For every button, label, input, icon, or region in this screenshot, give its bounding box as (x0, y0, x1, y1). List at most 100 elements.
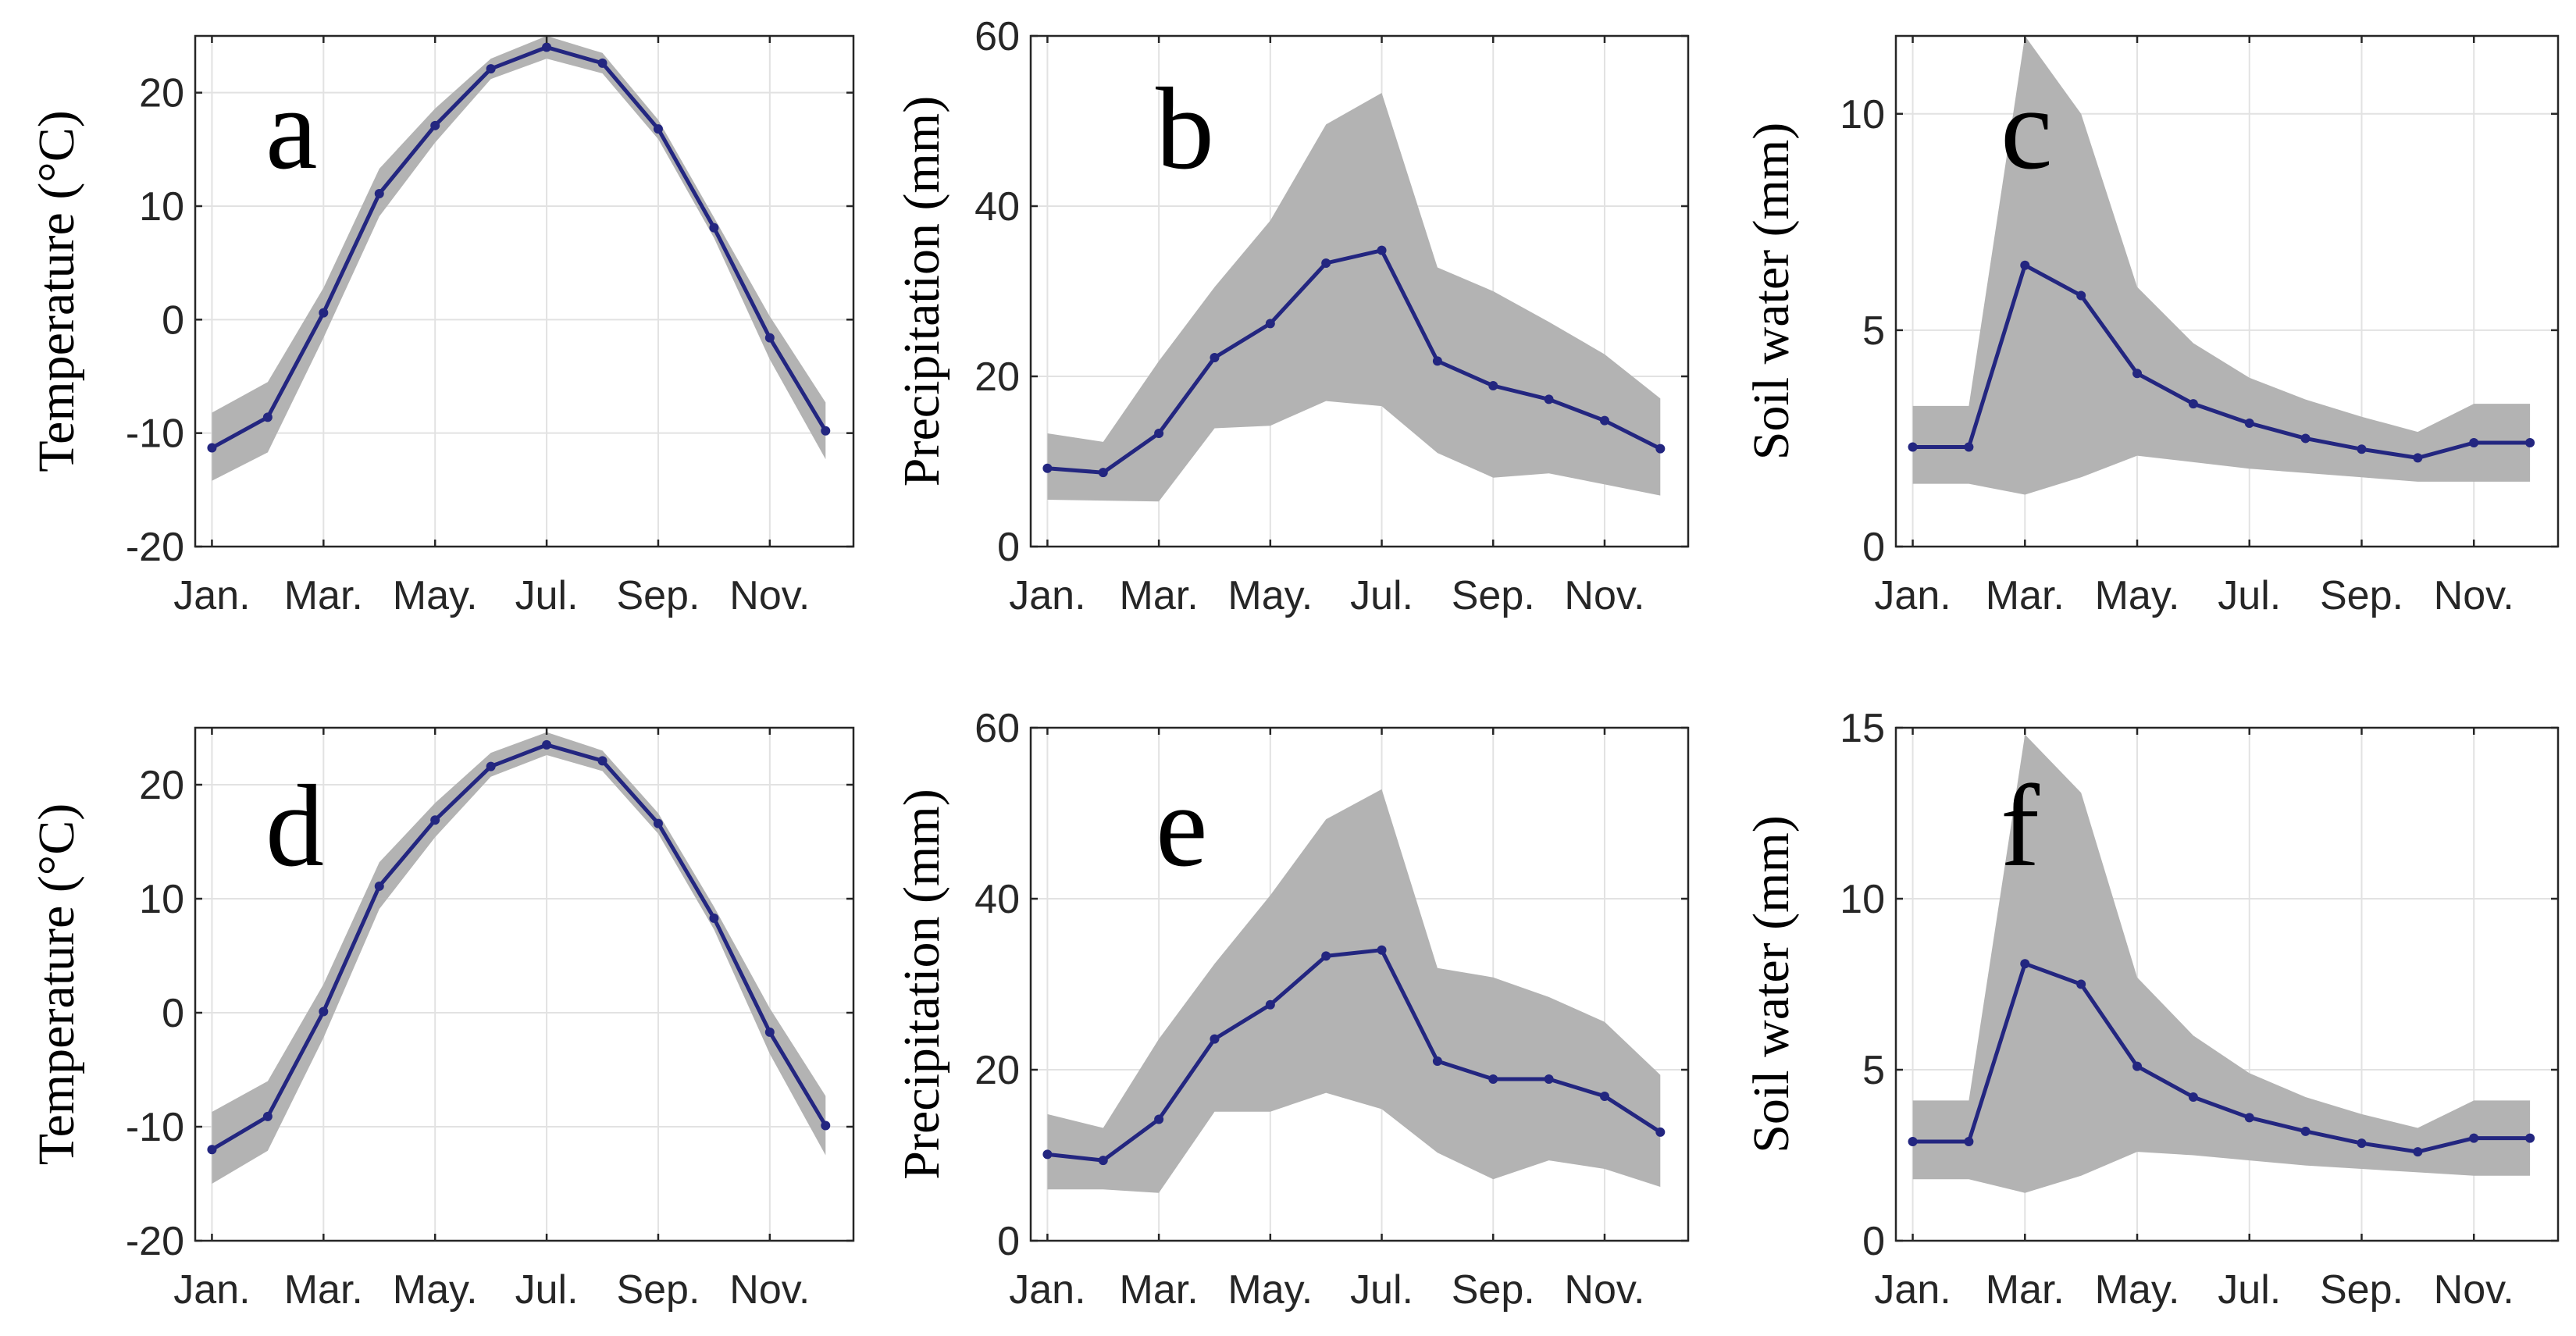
panel-c-mean-point (2076, 291, 2086, 301)
panel-d-mean-point (430, 815, 440, 825)
panel-f-mean-point (2469, 1134, 2478, 1143)
panel-b-mean-point (1321, 258, 1331, 268)
panel-a-y-tick-label: -20 (126, 525, 184, 570)
panel-e-x-tick-label: Mar. (1120, 1267, 1199, 1313)
figure: Jan. Mar. May. Jul. Sep. Nov. -20 -10 0 … (0, 0, 2576, 1336)
panel-a-mean-point (263, 412, 273, 422)
panel-b-y-axis-label: Precipitation (mm) (893, 96, 950, 486)
panel-a-x-tick-label: Sep. (616, 573, 700, 618)
panel-b-mean-point (1600, 416, 1609, 426)
panel-d-y-tick-label: 10 (139, 877, 184, 922)
panel-c-y-tick-label: 0 (1862, 525, 1885, 570)
panel-a-x-tick-label: Jan. (173, 573, 250, 618)
panel-a-mean-point (486, 64, 496, 73)
panel-d-mean-point (319, 1007, 328, 1017)
panel-f-x-tick-labels: Jan. Mar. May. Jul. Sep. Nov. (1874, 1267, 2514, 1313)
panel-c-mean-point (2357, 444, 2366, 454)
panel-a-y-tick-labels: -20 -10 0 10 20 (126, 71, 184, 570)
panel-c-x-tick-label: Sep. (2320, 573, 2403, 618)
panel-a-mean-point (821, 426, 830, 436)
panel-e-x-tick-label: Nov. (1564, 1267, 1644, 1313)
panel-d-y-tick-label: 0 (162, 991, 184, 1036)
panel-d-mean-point (207, 1145, 216, 1154)
panel-f-mean-point (2076, 980, 2086, 989)
panel-d-mean-point (654, 819, 663, 828)
panel-c-x-tick-label: Jul. (2218, 573, 2281, 618)
panel-d-x-tick-label: Nov. (729, 1267, 810, 1313)
panel-c-y-tick-label: 10 (1840, 92, 1885, 137)
panel-c-mean-point (1908, 443, 1918, 452)
panel-c-y-tick-labels: 0 5 10 (1840, 92, 1885, 570)
panel-e-letter: e (1156, 761, 1208, 891)
panel-b-mean-point (1488, 381, 1498, 390)
panel-e-x-tick-label: Jul. (1350, 1267, 1413, 1313)
panel-e-y-tick-label: 60 (974, 706, 1020, 751)
panel-d-x-tick-label: Jan. (173, 1267, 250, 1313)
panel-c-x-tick-labels: Jan. Mar. May. Jul. Sep. Nov. (1874, 573, 2514, 618)
panel-d-x-tick-label: Sep. (616, 1267, 700, 1313)
panel-e-mean-point (1545, 1074, 1554, 1084)
panel-d-mean-point (542, 740, 551, 750)
panel-a-y-tick-label: -10 (126, 411, 184, 457)
panel-a-y-axis-label: Temperature (°C) (28, 110, 85, 472)
panel-c-y-tick-label: 5 (1862, 308, 1885, 354)
panel-d-mean-point (263, 1112, 273, 1121)
panel-c-mean-point (2525, 438, 2535, 447)
panel-b-mean-point (1266, 319, 1275, 328)
panel-b-x-tick-label: Mar. (1120, 573, 1199, 618)
panel-d-mean-point (598, 756, 607, 765)
panel-a-mean-point (709, 223, 718, 233)
panel-e-y-tick-label: 0 (997, 1219, 1020, 1264)
panel-f-mean-point (2132, 1062, 2142, 1071)
panel-d-mean-point (765, 1028, 775, 1037)
panel-c-mean-point (2413, 453, 2422, 462)
panel-c-mean-point (2469, 438, 2478, 447)
panel-a-letter: a (265, 64, 318, 194)
panel-d-y-tick-label: 20 (139, 763, 184, 808)
panel-b-mean-point (1210, 353, 1219, 362)
panel-a-mean-point (375, 189, 384, 198)
panel-e-mean-point (1321, 951, 1331, 960)
panel-f-y-axis-label: Soil water (mm) (1743, 815, 1800, 1153)
panel-b-letter: b (1156, 64, 1214, 194)
panel-f-mean-point (2020, 959, 2029, 968)
panel-c: Jan. Mar. May. Jul. Sep. Nov. 0 5 10 Soi… (1743, 36, 2558, 618)
panel-b-x-tick-label: Nov. (1564, 573, 1644, 618)
panel-f-y-tick-label: 10 (1840, 877, 1885, 922)
panel-e-mean-point (1488, 1074, 1498, 1084)
panel-e-mean-point (1154, 1115, 1163, 1124)
panel-a-mean-point (765, 333, 775, 343)
panel-e-x-tick-label: Jan. (1009, 1267, 1085, 1313)
panel-d-mean-point (375, 882, 384, 891)
panel-a: Jan. Mar. May. Jul. Sep. Nov. -20 -10 0 … (28, 36, 853, 618)
panel-f-x-tick-label: Jan. (1874, 1267, 1951, 1313)
panel-c-y-axis-label: Soil water (mm) (1743, 123, 1800, 461)
panel-a-mean-point (430, 121, 440, 130)
panel-b-range-band (1047, 93, 1660, 501)
panel-e-x-tick-label: May. (1227, 1267, 1313, 1313)
panel-c-x-tick-label: Mar. (1986, 573, 2065, 618)
panel-e-y-tick-label: 40 (974, 877, 1020, 922)
panel-b-mean-point (1099, 468, 1108, 477)
panel-b-y-tick-label: 20 (974, 354, 1020, 400)
panel-d-x-tick-labels: Jan. Mar. May. Jul. Sep. Nov. (173, 1267, 810, 1313)
panel-b-mean-point (1545, 394, 1554, 404)
panel-a-x-tick-label: Jul. (515, 573, 579, 618)
panel-d-y-tick-label: -10 (126, 1105, 184, 1150)
panel-c-letter: c (2001, 64, 2053, 194)
panel-e-mean-point (1377, 946, 1387, 955)
panel-f-x-tick-label: Nov. (2434, 1267, 2514, 1313)
panel-b-x-tick-label: May. (1227, 573, 1313, 618)
panel-f-mean-point (2413, 1147, 2422, 1156)
panel-b: Jan. Mar. May. Jul. Sep. Nov. 0 20 40 60… (893, 14, 1688, 618)
panel-d-x-tick-label: Mar. (284, 1267, 363, 1313)
panel-d-mean-point (821, 1121, 830, 1131)
panel-d-letter: d (265, 761, 324, 891)
panel-e-x-tick-labels: Jan. Mar. May. Jul. Sep. Nov. (1009, 1267, 1644, 1313)
panel-a-mean-point (542, 43, 551, 52)
panel-a-x-tick-labels: Jan. Mar. May. Jul. Sep. Nov. (173, 573, 810, 618)
panel-a-mean-point (319, 308, 328, 318)
panel-f-x-tick-label: Mar. (1986, 1267, 2065, 1313)
panel-f-mean-point (1964, 1137, 1973, 1146)
panel-f-y-tick-label: 5 (1862, 1048, 1885, 1093)
